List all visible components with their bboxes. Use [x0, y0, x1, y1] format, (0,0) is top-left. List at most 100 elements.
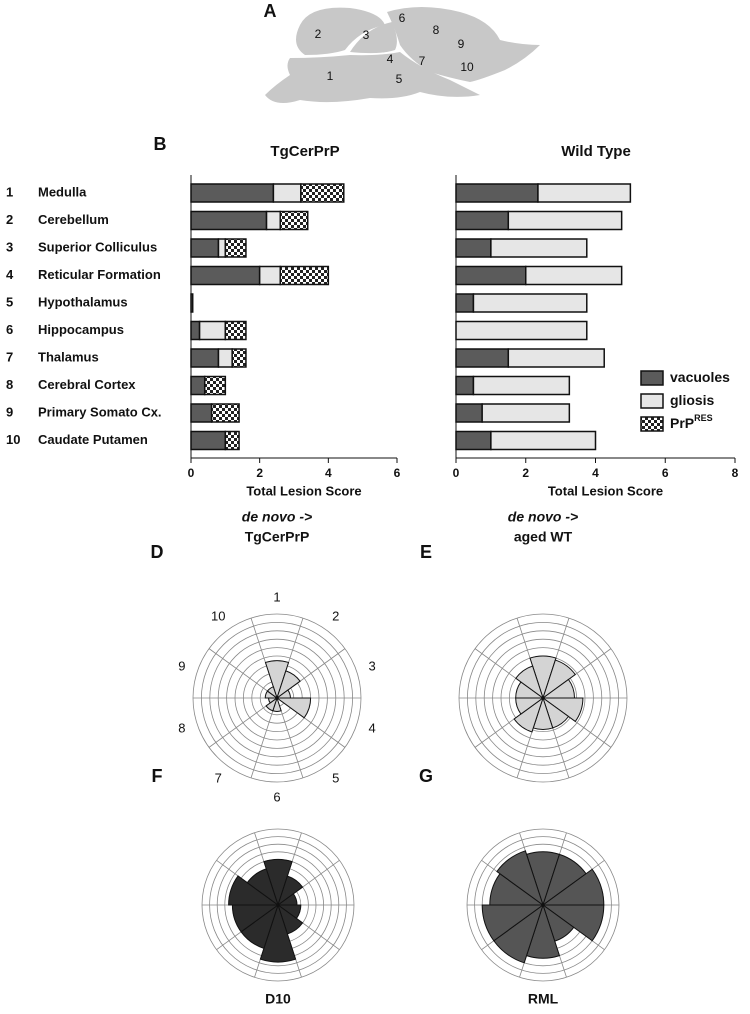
chart-title: de novo ->	[242, 509, 312, 525]
radar-wedge	[228, 875, 280, 906]
bar-segment	[490, 238, 588, 258]
bar-segment	[455, 403, 483, 423]
bar-segment	[190, 265, 261, 286]
legend-name: PrP	[670, 415, 694, 431]
bar-segment	[265, 210, 282, 231]
row-number: 8	[6, 377, 13, 392]
x-tick-label: 0	[188, 466, 195, 480]
bar-segment	[210, 403, 240, 423]
x-tick-label: 0	[453, 466, 460, 480]
bar-segment	[490, 430, 597, 451]
radar-wedge	[541, 697, 584, 723]
row-number: 5	[6, 294, 13, 309]
spoke	[250, 697, 278, 779]
chart-caption: RML	[528, 991, 559, 1007]
row-number: 4	[6, 267, 14, 282]
bar-segment	[258, 265, 282, 286]
bar-segment	[455, 183, 539, 203]
legend-swatch	[640, 416, 664, 432]
row-label: Primary Somato Cx.	[38, 404, 162, 419]
row-number: 1	[6, 184, 13, 199]
radar-wedge	[529, 655, 557, 700]
legend-label: gliosis	[670, 392, 715, 408]
region-number: 1	[327, 69, 334, 83]
radar-wedge	[513, 696, 544, 733]
bar-segment	[217, 348, 233, 368]
bar-segment	[190, 430, 227, 451]
bar-segment	[455, 348, 510, 368]
row-label: Thalamus	[38, 349, 99, 364]
radar-wedge	[275, 697, 312, 719]
legend-swatch	[640, 393, 664, 409]
region-number: 6	[399, 11, 406, 25]
row-label: Reticular Formation	[38, 267, 161, 282]
panel-letter: D	[151, 542, 164, 562]
region-number: 3	[363, 28, 370, 42]
x-tick-label: 4	[592, 466, 599, 480]
legend-label: PrPRES	[670, 413, 713, 430]
panel-letter: E	[420, 542, 432, 562]
bar-segment	[455, 320, 588, 341]
row-label: Hypothalamus	[38, 294, 128, 309]
row-label: Cerebellum	[38, 212, 109, 227]
region-number: 8	[433, 23, 440, 37]
bar-segment	[190, 375, 206, 396]
axis-label: 5	[332, 770, 339, 785]
axis-label: 2	[332, 609, 339, 624]
chart-title: TgCerPrP	[270, 143, 339, 160]
row-label: Hippocampus	[38, 322, 124, 337]
bar-segment	[525, 265, 623, 286]
legend-name: vacuoles	[670, 369, 730, 385]
radar-wedge	[246, 868, 279, 907]
panel-letter: B	[154, 134, 167, 154]
bar-segment	[279, 210, 309, 231]
spoke	[276, 697, 304, 779]
bar-segment	[455, 375, 475, 396]
radar-wedge	[542, 659, 576, 700]
bar-segment	[198, 320, 227, 341]
chart-subtitle: aged WT	[514, 529, 573, 545]
bar-segment	[272, 183, 302, 203]
row-number: 2	[6, 212, 13, 227]
panel-letter: F	[152, 766, 163, 786]
row-label: Superior Colliculus	[38, 239, 157, 254]
bar-segment	[190, 348, 220, 368]
radar-wedge	[263, 858, 293, 907]
bar-segment	[472, 375, 571, 396]
chart-title: de novo ->	[508, 509, 578, 525]
bar-segment	[190, 238, 220, 258]
bar-segment	[279, 265, 330, 286]
bar-segment	[190, 403, 213, 423]
radar-wedge	[481, 904, 545, 942]
bar-segment	[224, 320, 247, 341]
radar-wedge	[264, 660, 290, 700]
x-tick-label: 2	[256, 466, 263, 480]
legend-label: vacuoles	[670, 369, 730, 385]
row-label: Cerebral Cortex	[38, 377, 136, 392]
radar-wedge	[515, 665, 544, 700]
x-tick-label: 8	[732, 466, 739, 480]
legend-swatch	[640, 370, 664, 386]
row-number: 7	[6, 349, 13, 364]
axis-label: 8	[178, 720, 185, 735]
x-tick-label: 4	[325, 466, 332, 480]
radar-wedge	[266, 686, 278, 700]
radar-wedge	[277, 875, 304, 907]
bar-segment	[217, 238, 227, 258]
row-label: Caudate Putamen	[38, 432, 148, 447]
region-number: 2	[315, 27, 322, 41]
panel-letter: A	[264, 1, 277, 21]
axis-label: 3	[368, 659, 375, 674]
region-number: 4	[387, 52, 394, 66]
radar-wedge	[541, 904, 605, 942]
bar-segment	[190, 320, 201, 341]
bar-segment	[300, 183, 345, 203]
radar-wedge	[259, 903, 297, 963]
bar-segment	[190, 183, 275, 203]
axis-label: 9	[178, 659, 185, 674]
bar-segment	[507, 348, 605, 368]
bar-segment	[455, 238, 492, 258]
region-number: 9	[458, 37, 465, 51]
axis-label: 1	[273, 589, 280, 604]
row-number: 6	[6, 322, 13, 337]
